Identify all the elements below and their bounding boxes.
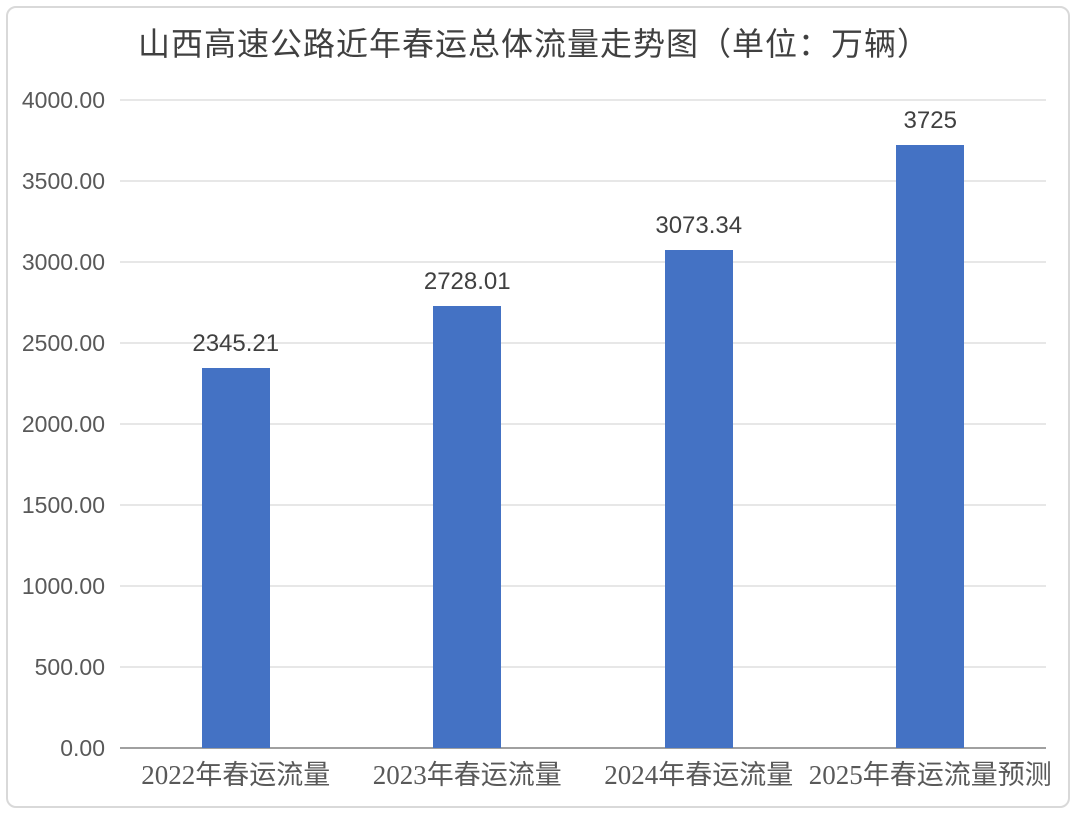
gridline: [120, 585, 1046, 587]
chart-frame: [6, 6, 1070, 808]
y-axis-tick-label: 2500.00: [21, 330, 105, 356]
bar: [896, 144, 965, 748]
gridline: [120, 180, 1046, 182]
y-axis-tick-label: 0.00: [60, 735, 105, 761]
y-axis-tick-label: 1000.00: [21, 573, 105, 599]
gridline: [120, 99, 1046, 101]
bar-value-label: 3725: [903, 106, 957, 134]
bar: [433, 306, 502, 748]
x-axis-category-label: 2023年春运流量: [372, 760, 562, 790]
gridline: [120, 342, 1046, 344]
y-axis-tick-label: 3500.00: [21, 168, 105, 194]
gridline: [120, 261, 1046, 263]
y-axis-tick-label: 500.00: [34, 654, 105, 680]
x-axis-category-label: 2024年春运流量: [604, 760, 794, 790]
bar-value-label: 2728.01: [423, 268, 511, 296]
y-axis-tick-label: 3000.00: [21, 249, 105, 275]
x-axis-category-label: 2022年春运流量: [141, 760, 331, 790]
chart-title: 山西高速公路近年春运总体流量走势图（单位：万辆）: [137, 26, 930, 62]
bar: [664, 250, 733, 748]
x-axis-category-label: 2025年春运流量预测: [808, 760, 1052, 790]
bar: [201, 368, 270, 748]
y-axis-tick-label: 4000.00: [21, 87, 105, 113]
gridline: [120, 504, 1046, 506]
gridline: [120, 423, 1046, 425]
gridline: [120, 666, 1046, 668]
bar-value-label: 2345.21: [192, 330, 280, 358]
y-axis-tick-label: 2000.00: [21, 411, 105, 437]
x-axis-line: [120, 747, 1046, 749]
bar-value-label: 3073.34: [655, 212, 743, 240]
y-axis-tick-label: 1500.00: [21, 492, 105, 518]
